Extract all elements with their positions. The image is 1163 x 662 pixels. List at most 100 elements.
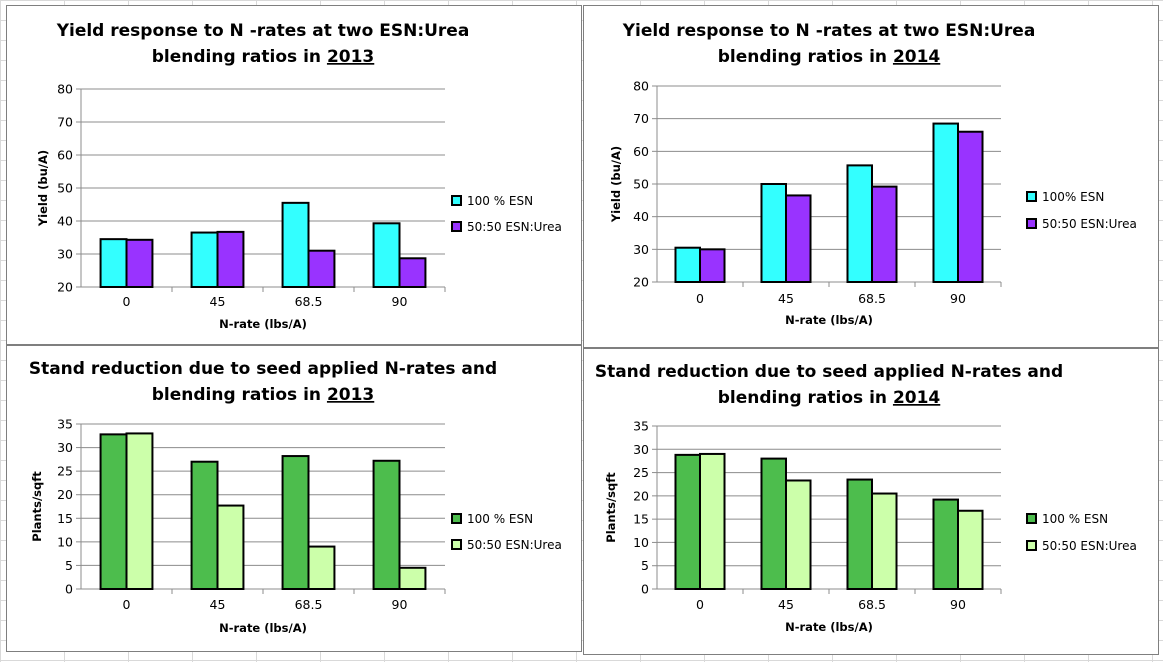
bar-series2-90 — [400, 568, 426, 589]
chart-title-year: 2013 — [327, 47, 374, 67]
chart-title-year: 2014 — [893, 47, 940, 67]
y-tick-label: 60 — [633, 144, 649, 159]
legend-label: 50:50 ESN:Urea — [467, 220, 562, 234]
chart-svg: Yield response to N -rates at two ESN:Ur… — [584, 6, 1160, 349]
legend-swatch — [452, 540, 461, 549]
y-tick-label: 40 — [57, 214, 73, 229]
bar-series1-68.5 — [283, 203, 309, 287]
x-axis-title: N-rate (lbs/A) — [219, 621, 307, 635]
y-tick-label: 60 — [57, 148, 73, 163]
y-tick-label: 70 — [633, 111, 649, 126]
x-axis-title: N-rate (lbs/A) — [785, 313, 873, 327]
y-tick-label: 20 — [57, 487, 73, 502]
y-tick-label: 35 — [57, 417, 73, 432]
x-tick-label: 45 — [210, 597, 226, 612]
x-tick-label: 90 — [392, 597, 408, 612]
bar-series2-68.5 — [872, 187, 897, 282]
chart-title-text: blending ratios in — [152, 47, 327, 67]
x-axis-title: N-rate (lbs/A) — [785, 620, 873, 634]
bar-series2-45 — [218, 506, 244, 589]
y-tick-label: 10 — [633, 535, 649, 550]
legend-label: 100 % ESN — [1042, 512, 1108, 526]
bar-series2-45 — [218, 232, 244, 287]
bar-series2-0 — [127, 433, 153, 589]
y-tick-label: 10 — [57, 534, 73, 549]
y-axis-title: Yield (bu/A) — [609, 146, 623, 223]
y-tick-label: 50 — [57, 181, 73, 196]
y-axis-title: Plants/sqft — [30, 471, 44, 542]
legend-swatch — [452, 222, 461, 231]
x-tick-label: 45 — [210, 294, 226, 309]
chart-title-year: 2013 — [327, 385, 374, 405]
chart-title-text: blending ratios in — [718, 47, 893, 67]
x-tick-label: 68.5 — [295, 294, 323, 309]
x-tick-label: 68.5 — [295, 597, 323, 612]
y-tick-label: 80 — [633, 79, 649, 94]
legend-swatch — [452, 514, 461, 523]
x-tick-label: 90 — [950, 597, 966, 612]
bar-series1-45 — [192, 233, 218, 287]
chart-title-text: blending ratios in — [152, 385, 327, 405]
bar-series1-90 — [374, 461, 400, 589]
x-tick-label: 68.5 — [858, 291, 886, 306]
legend-label: 100% ESN — [1042, 190, 1104, 204]
y-tick-label: 30 — [633, 442, 649, 457]
x-tick-label: 0 — [123, 597, 131, 612]
bar-series1-68.5 — [847, 480, 872, 589]
chart-title-year: 2014 — [893, 388, 940, 408]
bar-series1-0 — [101, 239, 127, 287]
bar-series1-90 — [933, 124, 958, 282]
legend-label: 100 % ESN — [467, 194, 533, 208]
y-tick-label: 30 — [57, 247, 73, 262]
y-tick-label: 5 — [641, 558, 649, 573]
chart-title-line2: blending ratios in 2014 — [718, 47, 941, 67]
x-axis-title: N-rate (lbs/A) — [219, 317, 307, 331]
legend-swatch — [1027, 541, 1036, 550]
y-tick-label: 20 — [633, 275, 649, 290]
bar-series2-0 — [700, 454, 725, 589]
y-tick-label: 25 — [633, 465, 649, 480]
bar-series1-90 — [374, 223, 400, 287]
chart-title-text: blending ratios in — [718, 388, 893, 408]
y-tick-label: 50 — [633, 177, 649, 192]
legend-swatch — [452, 196, 461, 205]
y-tick-label: 15 — [57, 511, 73, 526]
y-axis-title: Plants/sqft — [604, 472, 618, 543]
bar-series2-0 — [127, 240, 153, 287]
bar-series1-45 — [761, 459, 786, 589]
y-tick-label: 0 — [641, 582, 649, 597]
chart-title-line2: blending ratios in 2014 — [718, 388, 941, 408]
y-tick-label: 70 — [57, 115, 73, 130]
chart-title-line2: blending ratios in 2013 — [152, 385, 375, 405]
bar-series1-0 — [675, 248, 700, 282]
x-tick-label: 45 — [778, 597, 794, 612]
chart-title-line1: Stand reduction due to seed applied N-ra… — [595, 362, 1063, 382]
bar-series2-90 — [958, 132, 983, 282]
y-tick-label: 40 — [633, 209, 649, 224]
bar-series2-45 — [786, 480, 811, 589]
bar-series1-0 — [101, 434, 127, 589]
legend-swatch — [1027, 219, 1036, 228]
x-tick-label: 0 — [123, 294, 131, 309]
y-tick-label: 30 — [57, 440, 73, 455]
y-axis-title: Yield (bu/A) — [36, 150, 50, 227]
y-tick-label: 25 — [57, 464, 73, 479]
legend-label: 50:50 ESN:Urea — [467, 538, 562, 552]
bar-series1-68.5 — [847, 165, 872, 282]
legend-label: 50:50 ESN:Urea — [1042, 539, 1137, 553]
x-tick-label: 45 — [778, 291, 794, 306]
x-tick-label: 90 — [392, 294, 408, 309]
chart-svg: Stand reduction due to seed applied N-ra… — [584, 349, 1160, 656]
y-tick-label: 15 — [633, 512, 649, 527]
chart-panel-stand-2014: Stand reduction due to seed applied N-ra… — [583, 348, 1159, 655]
chart-svg: Yield response to N -rates at two ESN:Ur… — [7, 6, 583, 346]
chart-title-line1: Stand reduction due to seed applied N-ra… — [29, 359, 497, 379]
bar-series2-0 — [700, 249, 725, 282]
bar-series1-68.5 — [283, 456, 309, 589]
y-tick-label: 5 — [65, 558, 73, 573]
y-tick-label: 0 — [65, 582, 73, 597]
y-tick-label: 20 — [57, 280, 73, 295]
bar-series2-90 — [958, 511, 983, 589]
bar-series2-90 — [400, 258, 426, 287]
legend-swatch — [1027, 514, 1036, 523]
